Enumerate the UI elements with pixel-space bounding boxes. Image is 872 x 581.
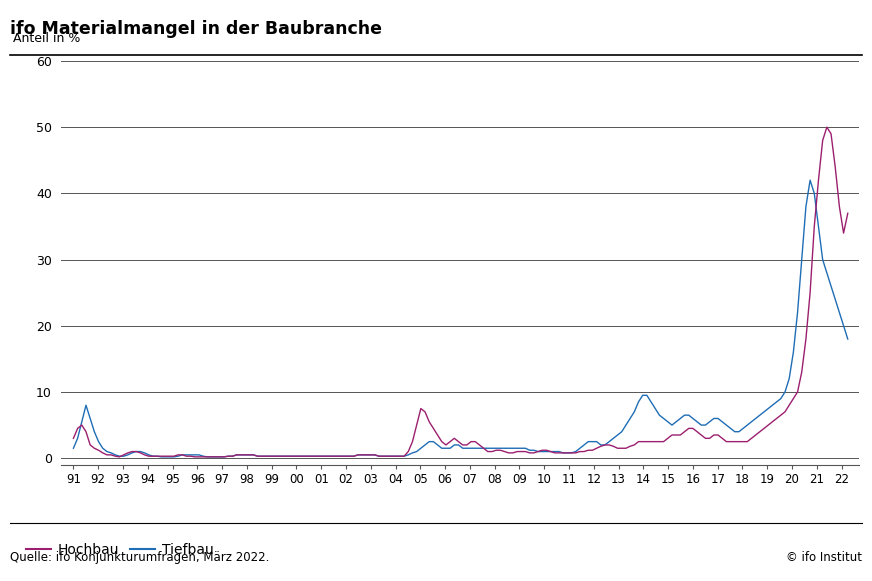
Text: Anteil in %: Anteil in % (13, 32, 80, 45)
Legend: Hochbau, Tiefbau: Hochbau, Tiefbau (20, 538, 220, 563)
Text: ifo Materialmangel in der Baubranche: ifo Materialmangel in der Baubranche (10, 20, 383, 38)
Text: © ifo Institut: © ifo Institut (786, 551, 862, 564)
Text: Quelle: ifo Konjunkturumfragen, März 2022.: Quelle: ifo Konjunkturumfragen, März 202… (10, 551, 269, 564)
